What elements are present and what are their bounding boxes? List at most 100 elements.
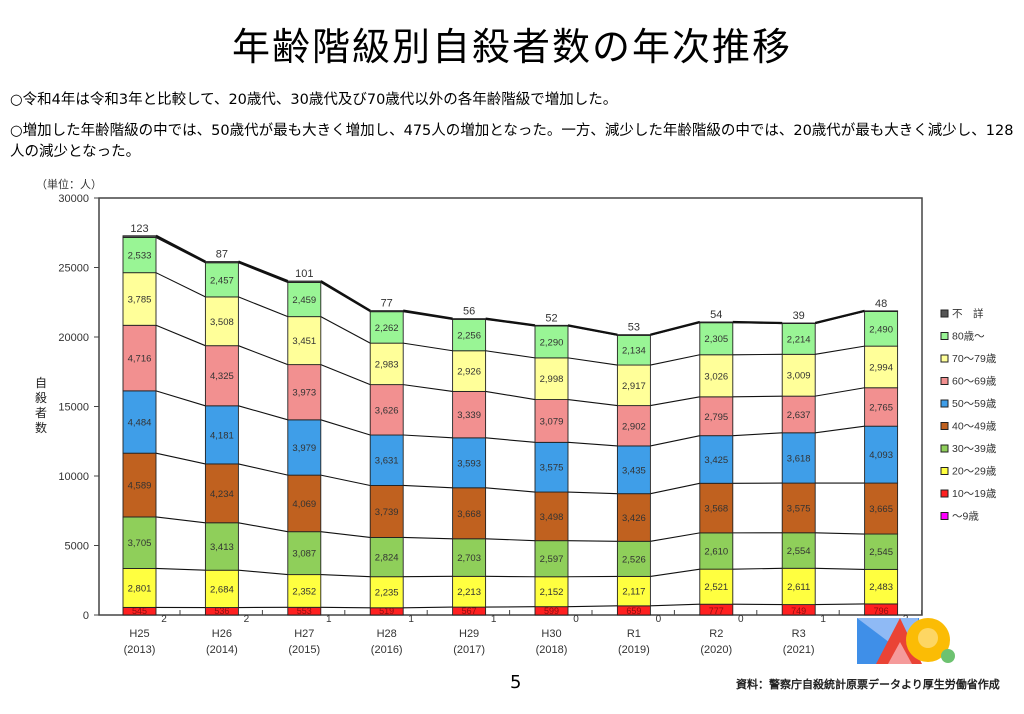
data-label: 2,684 bbox=[210, 584, 234, 595]
y-tick-label: 20000 bbox=[58, 332, 89, 344]
data-label: 87 bbox=[216, 249, 228, 261]
data-label: 3,079 bbox=[540, 416, 564, 427]
data-label: 4,325 bbox=[210, 371, 234, 382]
data-label: 2,305 bbox=[704, 334, 728, 345]
series-connector-line bbox=[320, 531, 371, 538]
data-label: 2,483 bbox=[869, 582, 893, 593]
series-connector-line bbox=[155, 234, 206, 263]
data-label: 2,824 bbox=[375, 553, 399, 564]
bar-segment bbox=[452, 487, 487, 540]
data-label: 54 bbox=[710, 309, 722, 321]
bar-segment bbox=[287, 282, 322, 318]
series-connector-line bbox=[238, 522, 288, 533]
bar-segment bbox=[864, 425, 899, 484]
legend-entry: 40〜49歳 bbox=[952, 421, 997, 433]
x-tick-label: (2018) bbox=[536, 644, 568, 656]
data-label: 2,917 bbox=[622, 381, 646, 392]
data-label: 3,973 bbox=[292, 388, 316, 399]
data-label: 2,902 bbox=[622, 421, 646, 432]
bar-segment bbox=[864, 568, 899, 605]
data-label: 796 bbox=[874, 606, 889, 616]
series-connector-line bbox=[650, 396, 700, 407]
data-label: 2,457 bbox=[210, 275, 234, 286]
data-label: 2,521 bbox=[704, 582, 728, 593]
bar-segment bbox=[204, 569, 239, 608]
legend-entry: 不 詳 bbox=[952, 307, 984, 320]
data-label: 4,716 bbox=[128, 354, 152, 365]
bar-segment bbox=[452, 437, 487, 489]
data-label: 2,134 bbox=[622, 346, 646, 357]
logo-icon bbox=[857, 618, 955, 664]
data-label: 4,093 bbox=[869, 450, 893, 461]
bar-segment bbox=[864, 311, 899, 347]
page-title: 年齢階級別自殺者数の年次推移 bbox=[231, 25, 792, 69]
bar-segment bbox=[781, 532, 816, 569]
summary-bullet-1: ○令和4年は令和3年と比較して、20歳代、30歳代及び70歳代以外の各年齢階級で… bbox=[10, 92, 618, 108]
x-tick-label: H25 bbox=[129, 628, 149, 640]
data-label: 2,998 bbox=[540, 374, 564, 385]
data-label: 2,235 bbox=[375, 588, 399, 599]
bar-segment bbox=[122, 237, 157, 274]
bar-segment bbox=[781, 567, 816, 606]
data-label: 3,785 bbox=[128, 294, 152, 305]
data-label: 3,087 bbox=[292, 549, 316, 560]
series-connector-line bbox=[320, 574, 371, 578]
data-label: 3,568 bbox=[704, 504, 728, 515]
data-label: 2 bbox=[161, 614, 167, 625]
bar-segment bbox=[534, 324, 569, 327]
bar-segment bbox=[699, 321, 734, 324]
series-connector-line bbox=[238, 262, 289, 283]
legend-swatch bbox=[940, 399, 949, 408]
series-connector-line bbox=[237, 260, 289, 283]
legend-entry: 70〜79歳 bbox=[952, 353, 997, 365]
data-label: 3,631 bbox=[375, 456, 399, 467]
data-label: 2,545 bbox=[869, 547, 893, 558]
data-label: 3,593 bbox=[457, 458, 481, 469]
data-label: 2,765 bbox=[869, 402, 893, 413]
data-label: 2,290 bbox=[540, 337, 564, 348]
data-label: 39 bbox=[793, 310, 805, 322]
bar-segment bbox=[204, 262, 239, 298]
data-label: 2,262 bbox=[375, 323, 399, 334]
y-axis-label: 自殺者数 bbox=[34, 376, 47, 435]
data-label: 4,069 bbox=[292, 499, 316, 510]
bar-segment bbox=[122, 272, 157, 326]
data-label: 519 bbox=[379, 606, 394, 616]
bar-segment bbox=[452, 318, 487, 320]
bar-segment bbox=[616, 364, 651, 407]
bar-segment bbox=[864, 310, 899, 312]
bar-segment bbox=[204, 261, 239, 264]
data-label: 3,425 bbox=[704, 455, 728, 466]
bar-segment bbox=[616, 334, 651, 366]
data-label: 2,213 bbox=[457, 587, 481, 598]
series-connector-line bbox=[567, 324, 618, 336]
legend-entry: 80歳〜 bbox=[952, 331, 985, 343]
x-tick-label: (2021) bbox=[783, 644, 815, 656]
data-label: 2,554 bbox=[787, 546, 811, 557]
data-label: 2,490 bbox=[869, 324, 893, 335]
series-connector-line bbox=[238, 345, 288, 366]
data-label: 3,451 bbox=[292, 336, 316, 347]
series-connector-line bbox=[403, 434, 453, 439]
series-connector-line bbox=[155, 452, 206, 465]
data-label: 2 bbox=[244, 614, 250, 625]
bar-segment bbox=[122, 324, 157, 392]
legend-swatch bbox=[940, 489, 949, 498]
data-label: 3,508 bbox=[210, 317, 234, 328]
data-label: 659 bbox=[626, 606, 641, 616]
data-label: 0 bbox=[573, 614, 579, 625]
x-tick-label: (2015) bbox=[288, 644, 320, 656]
y-tick-label: 0 bbox=[83, 610, 89, 622]
data-label: 3,498 bbox=[540, 512, 564, 523]
data-label: 2,801 bbox=[128, 583, 152, 594]
bar-segment bbox=[616, 540, 651, 577]
y-tick-label: 5000 bbox=[65, 541, 89, 553]
series-connector-line bbox=[403, 484, 453, 489]
series-connector-line bbox=[238, 569, 288, 576]
x-tick-label: H26 bbox=[212, 628, 232, 640]
bar-segment bbox=[534, 399, 569, 443]
legend-entry: 10〜19歳 bbox=[952, 488, 997, 500]
data-label: 567 bbox=[462, 606, 477, 616]
series-connector-line bbox=[320, 419, 371, 436]
